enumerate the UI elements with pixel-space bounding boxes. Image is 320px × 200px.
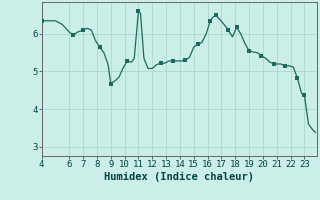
X-axis label: Humidex (Indice chaleur): Humidex (Indice chaleur) — [104, 172, 254, 182]
